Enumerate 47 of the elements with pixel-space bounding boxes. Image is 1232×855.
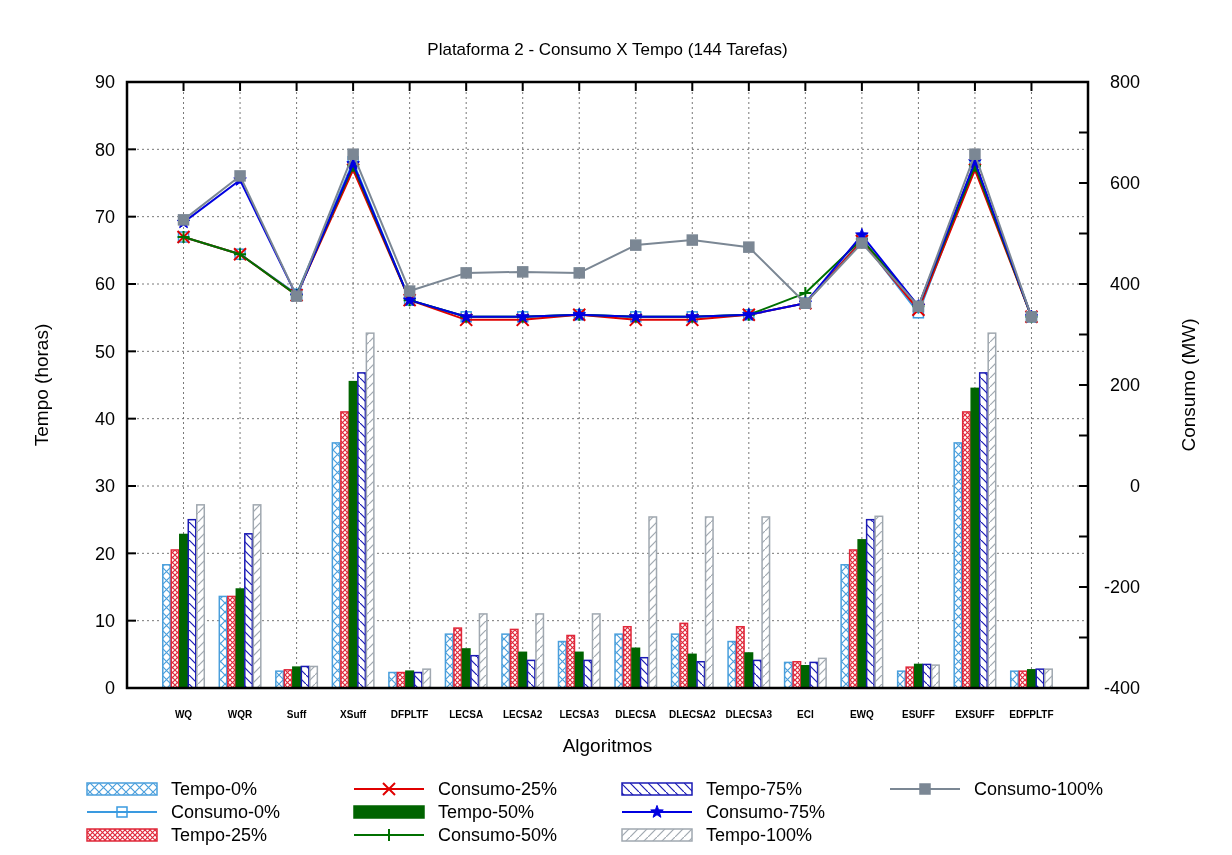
legend-label: Consumo-100% (974, 779, 1104, 800)
x-tick-label: LECSA (449, 709, 484, 720)
x-tick-label: WQ (174, 709, 193, 720)
legend-label: Consumo-25% (438, 779, 558, 800)
y2-tick-label: 800 (1109, 72, 1140, 93)
x-tick-label: ESUFF (902, 709, 935, 720)
y-tick-label: 0 (104, 678, 115, 699)
y2-tick-label: 0 (1129, 476, 1140, 497)
y2-tick-label: -400 (1103, 678, 1140, 699)
y2-tick-label: 400 (1109, 274, 1140, 295)
x-tick-label: EXSUFF (955, 709, 995, 720)
x-tick-label: DLECSA3 (725, 709, 773, 720)
y2-axis-title: Consumo (MW) (1178, 318, 1199, 452)
y-tick-label: 90 (94, 72, 115, 93)
legend-label: Tempo-0% (171, 779, 258, 800)
legend-label: Tempo-50% (438, 802, 535, 823)
y-axis-title: Tempo (horas) (31, 323, 52, 447)
legend-label: Tempo-25% (171, 825, 268, 846)
x-tick-label: DLECSA (615, 709, 657, 720)
y-tick-label: 80 (94, 139, 115, 160)
x-tick-label: ECI (797, 709, 814, 720)
y-tick-label: 50 (94, 341, 115, 362)
y2-tick-label: 200 (1109, 375, 1140, 396)
y-tick-label: 70 (94, 206, 115, 227)
legend-label: Consumo-75% (706, 802, 826, 823)
legend-label: Consumo-50% (438, 825, 558, 846)
x-tick-label: EWQ (849, 709, 875, 720)
y2-tick-label: 600 (1109, 173, 1140, 194)
legend-label: Consumo-0% (171, 802, 281, 823)
x-tick-label: EDFPLTF (1009, 709, 1054, 720)
y-tick-label: 40 (94, 408, 115, 429)
x-tick-label: LECSA2 (502, 709, 543, 720)
y-tick-label: 30 (94, 476, 115, 497)
x-tick-label: DLECSA2 (668, 709, 717, 720)
chart-title: Plataforma 2 - Consumo X Tempo (144 Tarefas) (427, 40, 788, 59)
y-tick-label: 10 (94, 610, 115, 631)
x-tick-label: Suff (286, 709, 307, 720)
legend-label: Tempo-100% (706, 825, 813, 846)
y2-tick-label: -200 (1103, 577, 1140, 598)
y-tick-label: 20 (94, 543, 115, 564)
y-tick-label: 60 (94, 274, 115, 295)
x-axis-title: Algoritmos (562, 735, 653, 756)
x-tick-label: DFPLTF (390, 709, 429, 720)
legend-label: Tempo-75% (706, 779, 803, 800)
x-tick-label: XSuff (340, 709, 367, 720)
x-tick-label: WQR (227, 709, 254, 720)
x-tick-label: LECSA3 (559, 709, 600, 720)
